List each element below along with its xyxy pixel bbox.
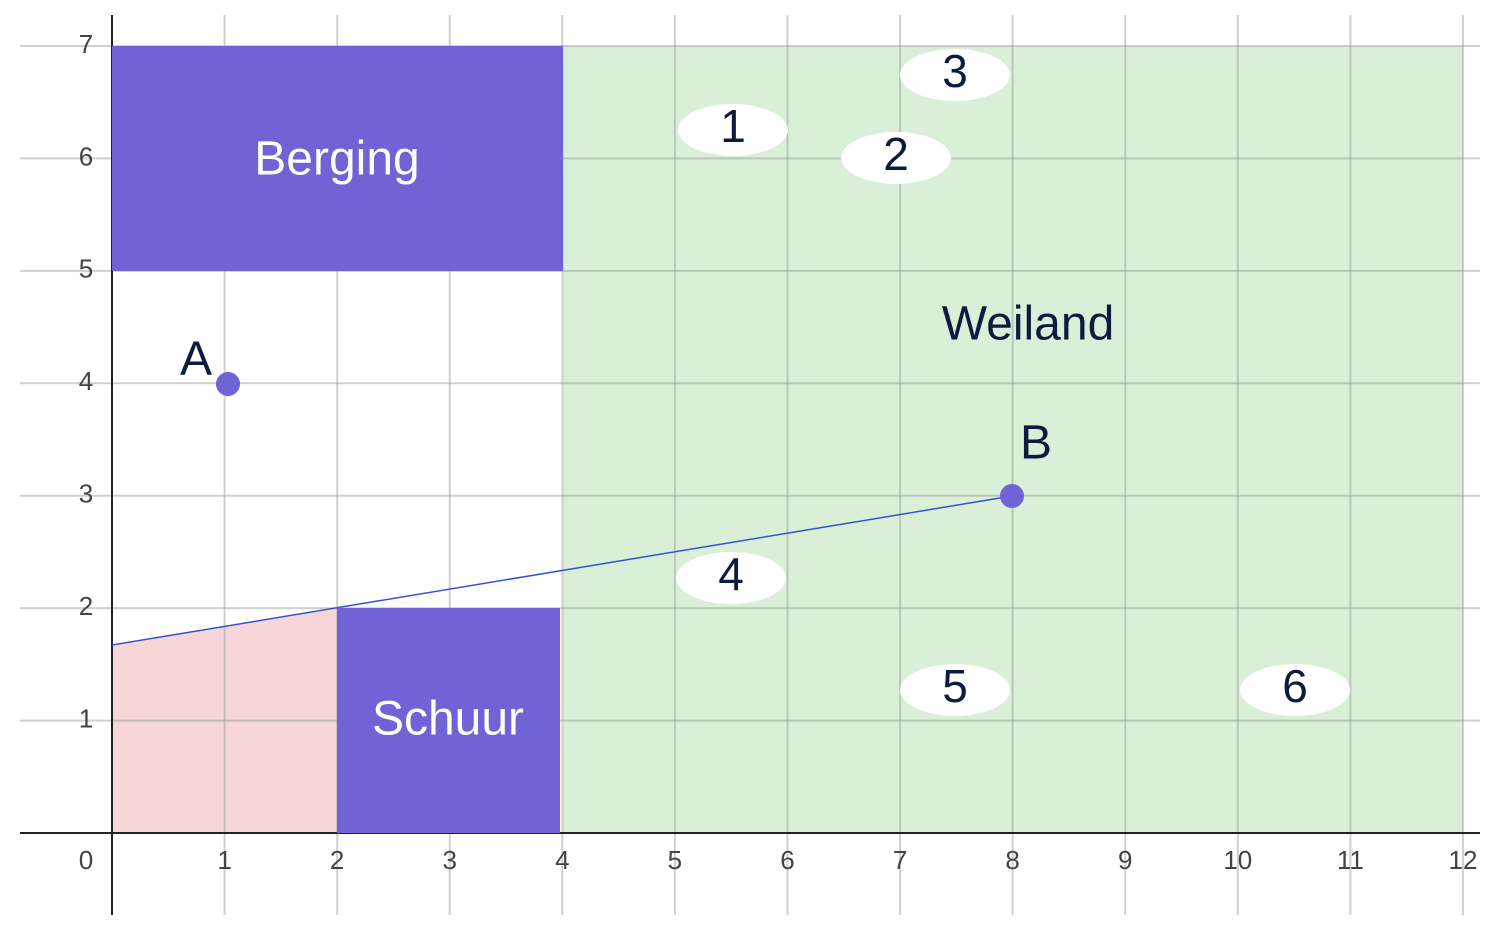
x-tick-label: 12 [1448,845,1477,875]
x-tick-label: 6 [780,845,794,875]
y-tick-label: 7 [79,29,93,59]
y-tick-label: 4 [79,366,93,396]
x-tick-label: 3 [443,845,457,875]
y-tick-label: 5 [79,254,93,284]
region-label: Berging [254,133,419,186]
berging-region [112,46,563,271]
point [1000,484,1024,508]
marker: 1 [678,100,788,156]
marker-label: 2 [883,128,909,180]
x-tick-label: 0 [79,845,93,875]
marker-label: 4 [718,548,744,600]
marker-label: 6 [1282,660,1308,712]
x-tick-label: 2 [330,845,344,875]
x-tick-label: 10 [1223,845,1252,875]
marker: 3 [900,45,1010,101]
marker-label: 3 [942,45,968,97]
y-tick-label: 3 [79,479,93,509]
point-label: B [1020,417,1052,470]
x-tick-label: 7 [893,845,907,875]
x-tick-label: 11 [1337,845,1364,875]
x-tick-label: 1 [217,845,231,875]
marker-label: 5 [942,660,968,712]
point [216,372,240,396]
schuur-region [337,608,560,833]
region-label: Weiland [942,298,1115,351]
y-tick-label: 6 [79,141,93,171]
marker: 6 [1240,660,1350,716]
marker-label: 1 [720,100,746,152]
x-tick-label: 9 [1118,845,1132,875]
marker: 4 [676,548,786,604]
region-label: Schuur [372,693,524,746]
y-tick-label: 1 [79,703,93,733]
marker: 5 [900,660,1010,716]
y-tick-label: 2 [79,591,93,621]
x-tick-label: 8 [1005,845,1019,875]
marker: 2 [841,128,951,184]
line-ab [111,495,1013,646]
point-label: A [180,333,212,386]
x-tick-label: 5 [668,845,682,875]
x-tick-label: 4 [555,845,569,875]
pink-region [112,608,337,833]
